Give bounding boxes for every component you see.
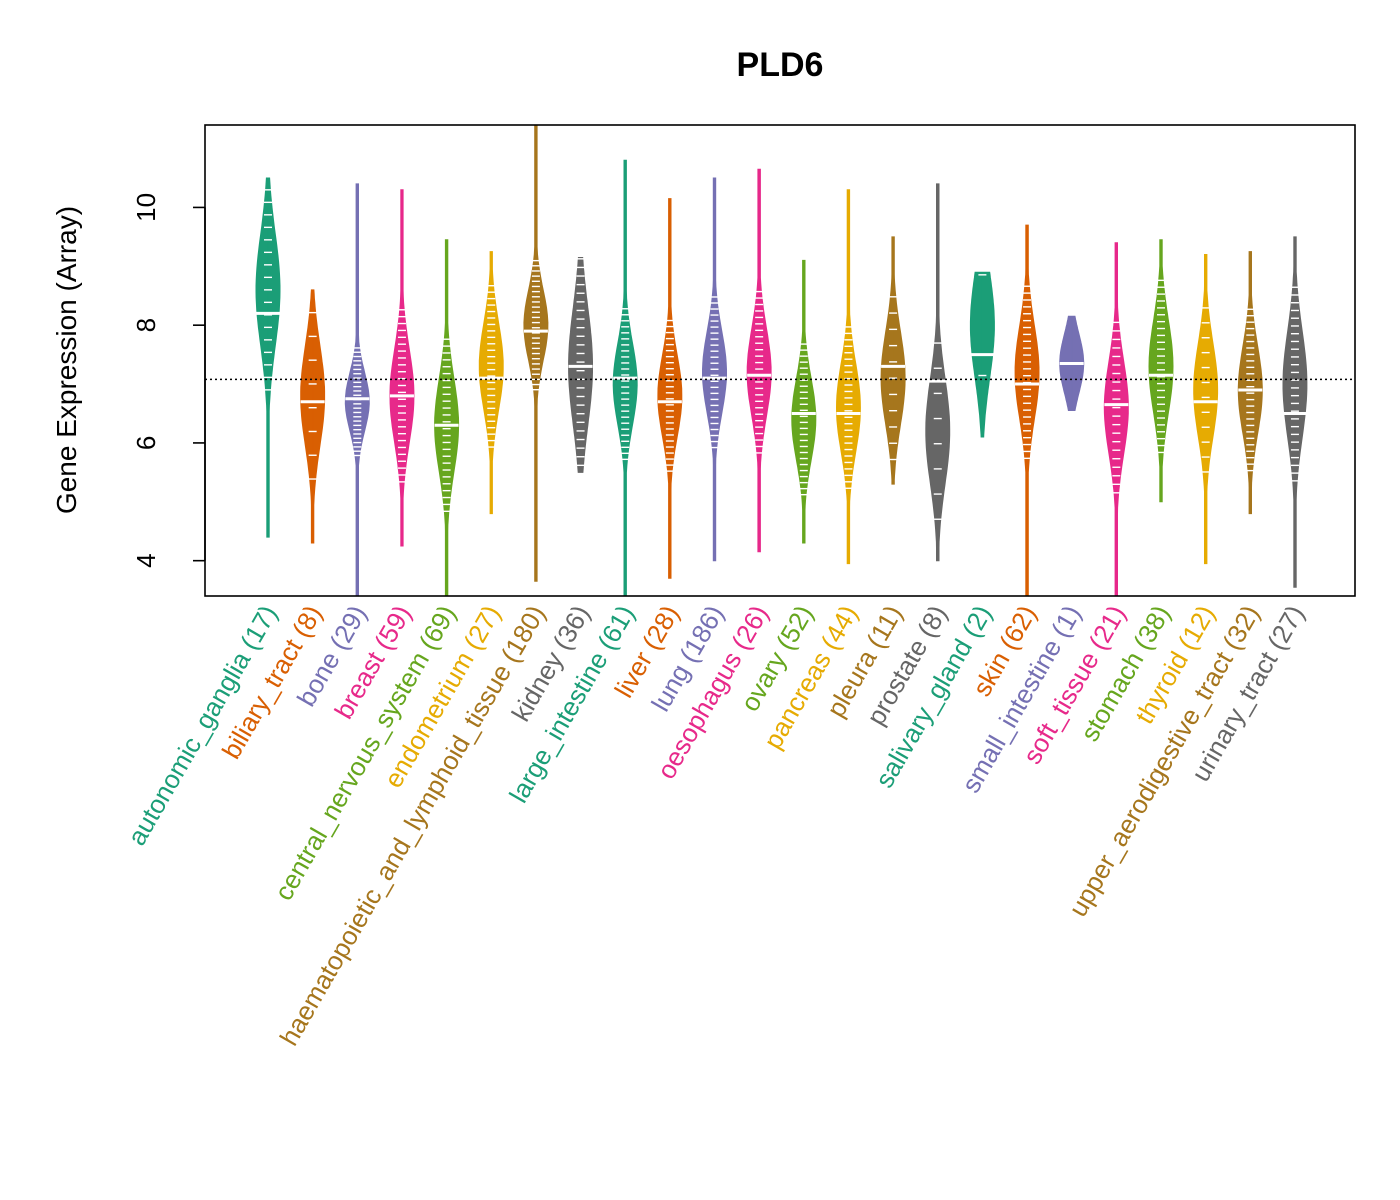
violin-large_intestine — [612, 159, 638, 597]
violin-stomach — [1148, 239, 1174, 503]
y-tick-label: 4 — [131, 553, 161, 567]
chart-title: PLD6 — [737, 46, 824, 84]
y-axis: 4 6 8 10 — [131, 193, 206, 568]
plot-frame — [204, 124, 1356, 597]
violin-endometrium — [478, 251, 504, 515]
violin-prostate — [925, 183, 951, 562]
violin-urinary_tract — [1282, 236, 1308, 588]
violin-autonomic_ganglia — [255, 177, 281, 538]
violin-thyroid — [1193, 254, 1219, 565]
violin-liver — [657, 198, 683, 579]
violin-oesophagus — [746, 168, 772, 553]
y-tick-label: 10 — [131, 193, 161, 222]
violin-salivary_gland — [969, 271, 995, 438]
violin-pleura — [880, 236, 906, 485]
violin-kidney — [568, 257, 593, 473]
violin-skin — [1014, 224, 1040, 597]
violin-pancreas — [835, 189, 861, 565]
violin-central_nervous_system — [434, 239, 460, 597]
violin-breast — [389, 189, 415, 547]
y-axis-label: Gene Expression (Array) — [51, 206, 82, 514]
violin-ovary — [791, 259, 817, 544]
violin-lung — [702, 177, 727, 562]
violin-small_intestine — [1059, 315, 1085, 411]
x-axis-labels: autonomic_ganglia (17)biliary_tract (8)b… — [121, 600, 1310, 1051]
violin-upper_aerodigestive_tract — [1237, 251, 1263, 515]
violin-haematopoietic_and_lymphoid_tissue — [523, 124, 549, 582]
y-tick-label: 6 — [131, 436, 161, 450]
violin-biliary_tract — [300, 289, 326, 544]
y-tick-label: 8 — [131, 318, 161, 332]
x-label-skin: skin (62) — [966, 600, 1042, 701]
plot-area — [205, 124, 1355, 597]
violin-bone — [344, 183, 370, 597]
violin-soft_tissue — [1103, 242, 1129, 597]
